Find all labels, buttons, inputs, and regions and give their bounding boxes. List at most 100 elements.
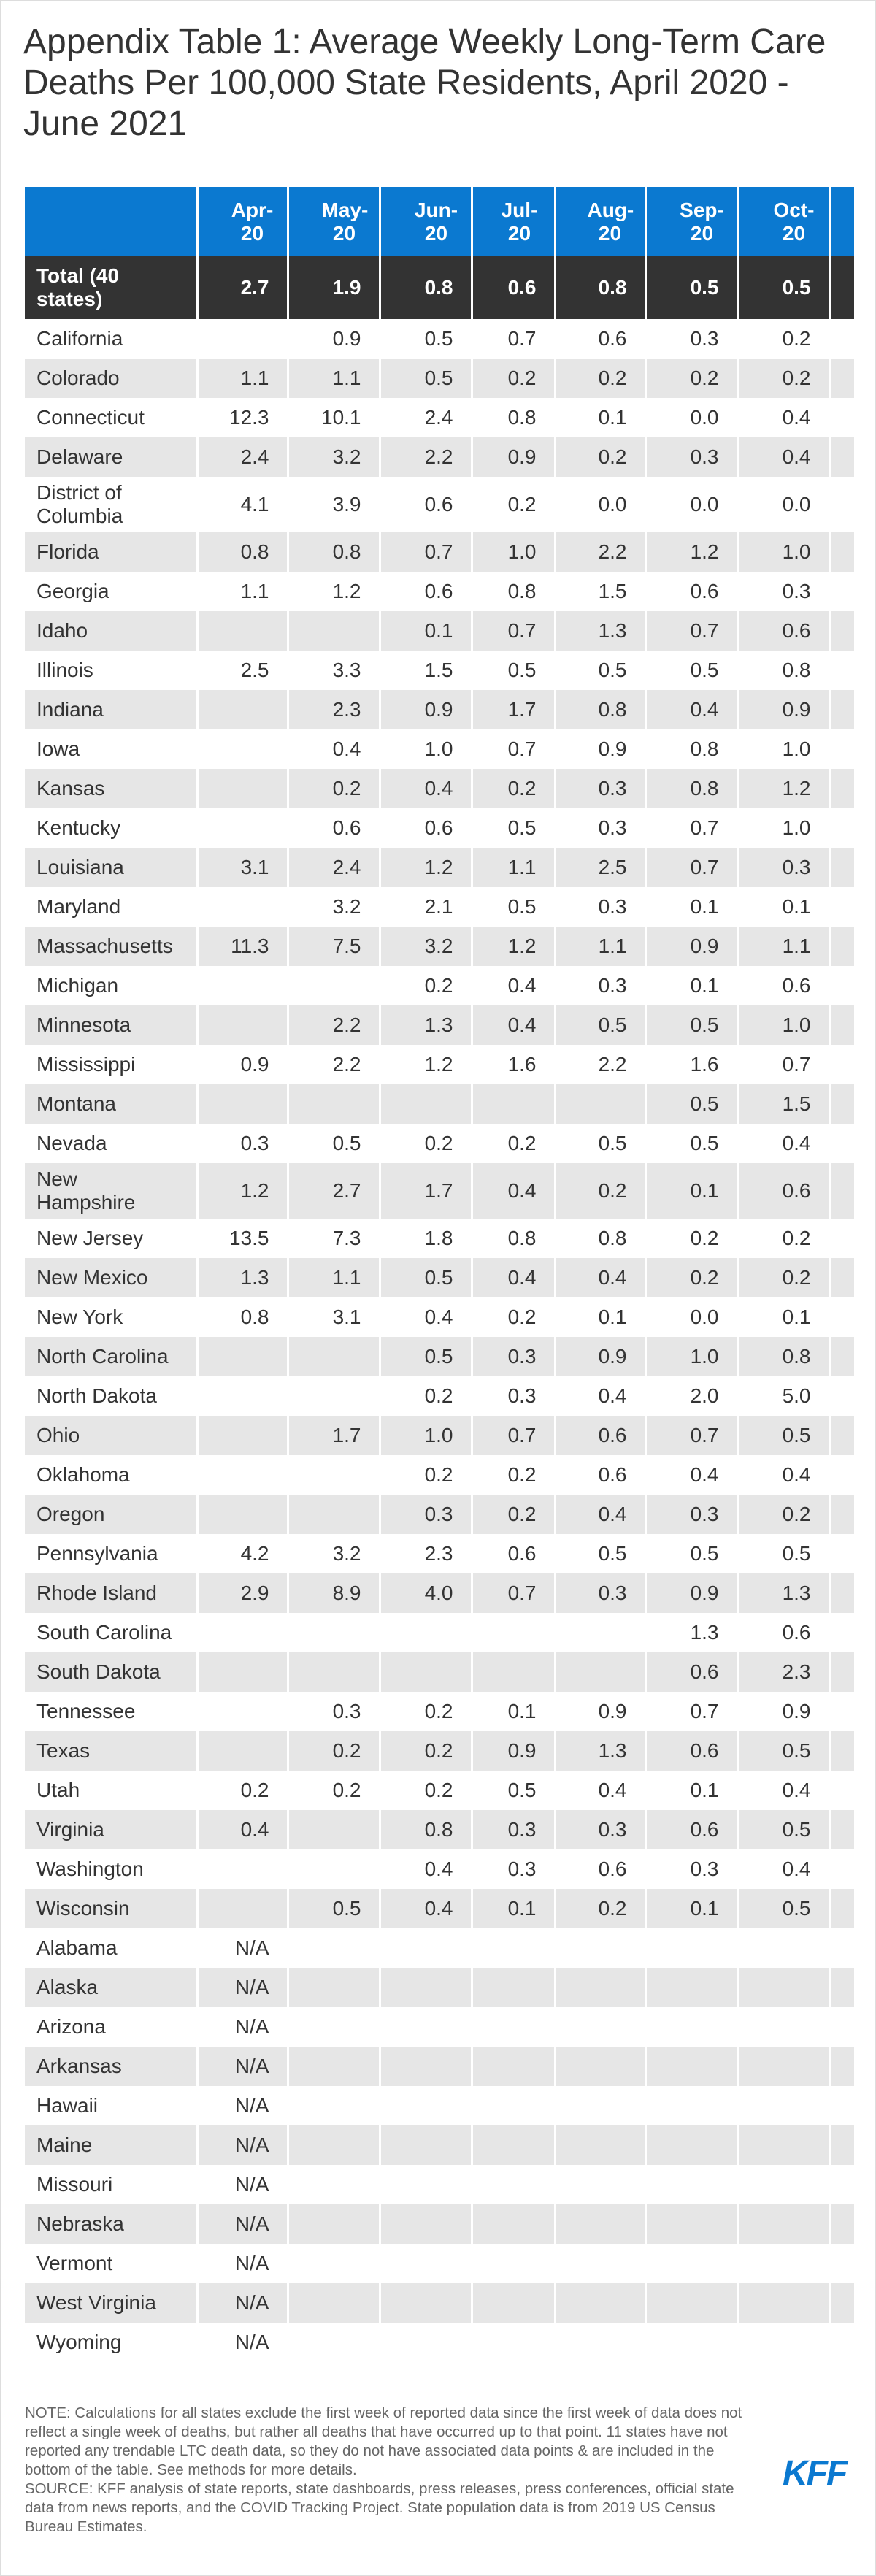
empty-cell (828, 611, 854, 651)
value-cell: 0.4 (378, 1889, 472, 1928)
value-cell: 0.0 (736, 477, 829, 532)
value: 0.9 (332, 327, 361, 350)
value: 0.7 (507, 619, 537, 642)
value-cell: 0.5 (736, 1889, 829, 1928)
value: 4.1 (240, 493, 269, 515)
empty-cell (828, 319, 854, 359)
value-cell: 0.5 (553, 1124, 645, 1163)
value-cell: 0.8 (378, 1810, 472, 1849)
value: 0.5 (782, 276, 811, 299)
table-row: New Hampshire 1.2 2.7 1.7 0.4 0.2 0.1 0.6 (25, 1163, 854, 1219)
value-cell: 0.6 (736, 1613, 829, 1652)
empty-cell (828, 1005, 854, 1045)
value-cell: 0.1 (644, 1163, 737, 1219)
value: 0.9 (240, 1053, 269, 1076)
value: 0.8 (240, 1306, 269, 1328)
state-cell: Massachusetts (25, 927, 197, 966)
empty-cell (828, 1771, 854, 1810)
state-name: Oklahoma (36, 1463, 130, 1486)
value-cell: 2.3 (736, 1652, 829, 1692)
value: 0.2 (782, 1227, 811, 1249)
value: 0.3 (690, 1503, 719, 1525)
value-cell (378, 2283, 472, 2323)
value: 0.2 (598, 1897, 627, 1920)
value-cell: 1.0 (736, 532, 829, 572)
state-name: Florida (36, 540, 99, 563)
value-cell: 0.3 (736, 572, 829, 611)
value: 0.3 (782, 580, 811, 602)
value-cell (196, 1652, 288, 1692)
value-cell (470, 2244, 555, 2283)
value: 0.2 (507, 777, 537, 800)
value: 0.5 (507, 816, 537, 839)
value: 0.8 (782, 659, 811, 681)
value-cell: 0.5 (470, 1771, 555, 1810)
value-cell (196, 690, 288, 729)
value-cell: N/A (196, 1968, 288, 2007)
value-cell (736, 2244, 829, 2283)
value: 1.3 (598, 1739, 627, 1762)
value: 5.0 (782, 1384, 811, 1407)
value-cell: 0.2 (553, 1889, 645, 1928)
empty-cell (828, 2283, 854, 2323)
table-row: Oklahoma 0.2 0.2 0.6 0.4 0.4 (25, 1455, 854, 1495)
value-cell: 0.6 (736, 611, 829, 651)
value: 0.1 (598, 406, 627, 429)
value-cell (553, 1084, 645, 1124)
value-cell: 0.2 (553, 1163, 645, 1219)
value: 0.8 (424, 1818, 453, 1841)
value: 0.6 (782, 974, 811, 997)
value: 0.2 (507, 1463, 537, 1486)
state-cell: Michigan (25, 966, 197, 1005)
table-row: Arizona N/A (25, 2007, 854, 2047)
value: 1.9 (332, 276, 361, 299)
value: 0.5 (782, 1739, 811, 1762)
value-cell: 0.8 (196, 532, 288, 572)
value: 3.9 (332, 493, 361, 515)
value: 1.0 (424, 1424, 453, 1446)
state-cell: Arizona (25, 2007, 197, 2047)
value-cell (196, 1005, 288, 1045)
value-cell (553, 2244, 645, 2283)
value-cell: 0.2 (378, 1455, 472, 1495)
value: 0.6 (507, 1542, 537, 1565)
value-cell: 0.3 (470, 1810, 555, 1849)
value-cell: 0.4 (553, 1495, 645, 1534)
empty-cell (828, 2323, 854, 2362)
value-cell (286, 2323, 380, 2362)
value-cell (196, 1455, 288, 1495)
value: 1.1 (332, 367, 361, 389)
value: 1.1 (507, 856, 537, 878)
value-cell: 0.5 (378, 319, 472, 359)
value-cell: 2.5 (196, 651, 288, 690)
state-cell: Minnesota (25, 1005, 197, 1045)
value-cell: 0.4 (378, 1297, 472, 1337)
empty-cell (828, 1416, 854, 1455)
value-cell: 0.5 (470, 651, 555, 690)
value: 0.5 (690, 1092, 719, 1115)
value: 1.3 (240, 1266, 269, 1289)
value-cell (644, 2007, 737, 2047)
value-cell (470, 2283, 555, 2323)
state-name: Mississippi (36, 1053, 136, 1076)
value-cell: 3.2 (378, 927, 472, 966)
value-cell (736, 2125, 829, 2165)
state-cell: North Carolina (25, 1337, 197, 1376)
state-cell: Virginia (25, 1810, 197, 1849)
value-cell (196, 611, 288, 651)
value: 0.8 (598, 1227, 627, 1249)
value-cell: 0.3 (644, 1849, 737, 1889)
state-cell: North Dakota (25, 1376, 197, 1416)
column-label: Sep-20 (680, 198, 724, 245)
value-cell: 1.1 (196, 359, 288, 398)
table-row: Massachusetts 11.3 7.5 3.2 1.2 1.1 0.9 1.1 (25, 927, 854, 966)
value: 0.9 (507, 445, 537, 468)
value-cell (736, 2007, 829, 2047)
value-cell: 0.6 (378, 808, 472, 848)
value-cell: 0.9 (286, 319, 380, 359)
value: 0.1 (507, 1897, 537, 1920)
value: 0.5 (782, 1542, 811, 1565)
value-cell (196, 729, 288, 769)
value: 0.5 (598, 1132, 627, 1154)
value-cell: 3.1 (286, 1297, 380, 1337)
